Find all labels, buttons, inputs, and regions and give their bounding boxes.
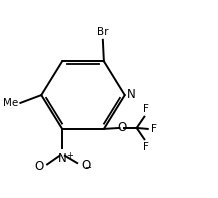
Text: O: O [117, 121, 126, 134]
Text: −: − [84, 163, 92, 172]
Text: +: + [66, 151, 73, 160]
Text: O: O [34, 160, 43, 173]
Text: N: N [127, 88, 136, 101]
Text: O: O [81, 159, 90, 171]
Text: Me: Me [3, 98, 19, 108]
Text: N: N [58, 152, 66, 165]
Text: F: F [143, 104, 149, 114]
Text: F: F [151, 124, 157, 134]
Text: Br: Br [97, 28, 109, 37]
Text: F: F [143, 142, 149, 152]
